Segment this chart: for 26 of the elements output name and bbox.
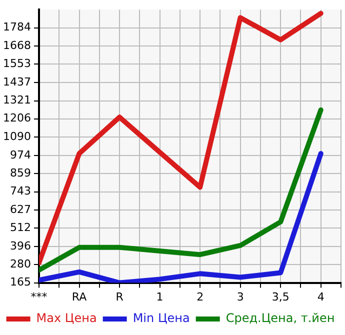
y-tick-label: 1090: [2, 130, 31, 144]
x-tick-label: R: [116, 290, 124, 304]
y-tick-label: 280: [10, 258, 31, 271]
y-tick-label: 1553: [2, 57, 31, 70]
x-tick-label: 3: [236, 290, 244, 304]
x-tick-label: 3,5: [272, 290, 290, 304]
x-tick-label: ***: [30, 290, 48, 304]
legend-label: Min Цена: [132, 311, 190, 326]
x-tick-label: 4: [317, 290, 324, 304]
legend-label: Max Цена: [36, 311, 97, 326]
y-tick-label: 1437: [2, 75, 31, 88]
x-tick-label: RA: [72, 290, 88, 304]
y-tick-label: 165: [10, 276, 31, 289]
y-tick-label: 396: [10, 239, 31, 252]
x-tick-label: 1: [156, 290, 164, 304]
x-tick-label: 2: [196, 290, 204, 304]
y-tick-label: 743: [10, 184, 31, 198]
y-tick-label: 627: [10, 202, 31, 216]
y-tick-label: 1206: [2, 112, 31, 125]
y-tick-label: 1668: [2, 38, 31, 52]
y-tick-label: 1784: [2, 20, 31, 34]
y-tick-label: 859: [10, 166, 31, 180]
y-tick-label: 512: [10, 221, 31, 234]
y-tick-label: 974: [10, 148, 31, 162]
legend-label: Сред.Цена, т.йен: [226, 311, 335, 326]
y-tick-label: 1321: [2, 94, 31, 107]
